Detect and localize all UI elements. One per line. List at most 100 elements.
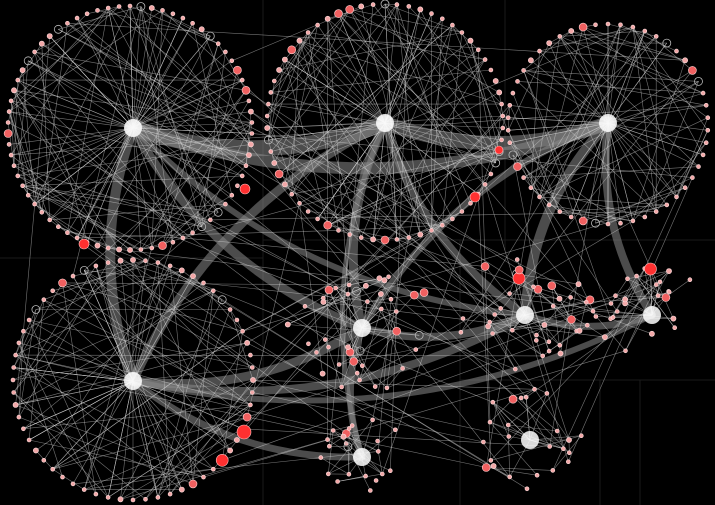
node: [60, 474, 65, 480]
node: [136, 2, 146, 11]
node: [488, 67, 494, 73]
node: [578, 216, 588, 226]
node: [400, 366, 405, 371]
edge: [145, 342, 248, 500]
node: [550, 468, 556, 473]
node: [148, 5, 155, 11]
node: [32, 49, 37, 55]
edge: [8, 7, 109, 112]
node: [381, 277, 388, 284]
node: [507, 140, 513, 145]
group-edge: [130, 125, 528, 318]
group-hub: [643, 306, 661, 324]
edge: [278, 26, 634, 175]
node: [618, 220, 623, 226]
node: [41, 297, 47, 303]
edge: [328, 430, 334, 474]
node: [370, 417, 375, 423]
edge: [11, 127, 134, 156]
node: [271, 160, 278, 166]
edge: [518, 269, 550, 352]
edge: [523, 30, 572, 71]
node: [690, 175, 695, 180]
edge: [299, 40, 570, 441]
edge: [539, 27, 584, 197]
edge: [307, 32, 339, 231]
edge: [266, 3, 386, 117]
node: [116, 246, 122, 253]
node: [26, 437, 32, 443]
node: [534, 472, 540, 478]
edge: [627, 270, 670, 280]
edge: [338, 13, 626, 351]
node: [53, 24, 63, 34]
node: [32, 201, 37, 207]
node: [490, 463, 497, 469]
edge: [266, 9, 350, 117]
node: [507, 103, 513, 108]
edge: [607, 122, 707, 143]
node: [528, 185, 534, 190]
edge: [13, 392, 146, 500]
node: [705, 128, 711, 133]
node: [546, 202, 552, 208]
edge: [18, 416, 194, 485]
edge: [323, 297, 360, 381]
edge: [8, 111, 43, 213]
node: [143, 496, 148, 502]
node: [305, 209, 311, 214]
node: [345, 291, 351, 297]
node: [694, 77, 703, 86]
node: [670, 315, 677, 322]
node: [243, 163, 249, 168]
node: [557, 34, 563, 39]
node: [481, 439, 486, 445]
node: [319, 370, 326, 377]
node: [116, 4, 122, 9]
edge: [361, 237, 543, 357]
node: [498, 306, 504, 311]
edge: [571, 30, 686, 61]
node: [46, 33, 53, 39]
edge: [489, 421, 538, 476]
edge: [676, 117, 709, 198]
edge: [524, 302, 587, 316]
edge: [157, 309, 231, 498]
node: [664, 202, 670, 208]
edge: [361, 327, 420, 336]
node: [653, 34, 659, 39]
edge: [34, 203, 396, 431]
node: [524, 486, 530, 492]
node: [544, 391, 550, 396]
edge: [559, 30, 645, 37]
edge: [299, 203, 350, 235]
edge: [157, 262, 171, 495]
node: [674, 194, 679, 200]
edge: [15, 270, 182, 356]
node: [509, 327, 515, 333]
node: [568, 28, 575, 34]
edge: [291, 4, 398, 195]
edge: [607, 42, 668, 124]
node: [565, 459, 571, 465]
group-edge: [520, 118, 613, 320]
node: [326, 344, 331, 350]
node: [367, 488, 373, 493]
node: [198, 26, 205, 33]
edge: [268, 59, 286, 140]
node: [74, 235, 80, 241]
node: [12, 401, 19, 408]
node: [250, 365, 255, 370]
node: [510, 90, 516, 96]
edge: [84, 270, 495, 315]
edge: [34, 122, 253, 205]
edge: [203, 350, 626, 478]
node: [507, 291, 512, 296]
node: [130, 497, 136, 503]
edge: [162, 203, 226, 246]
node: [642, 214, 648, 220]
node: [190, 230, 195, 235]
node: [55, 224, 61, 229]
node: [242, 412, 252, 422]
